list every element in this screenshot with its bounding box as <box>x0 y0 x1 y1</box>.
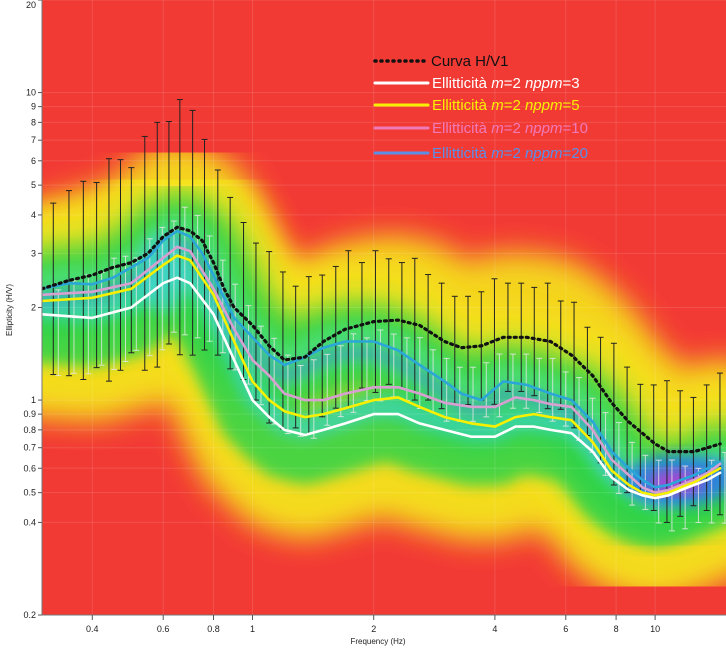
y-tick-label: 0.6 <box>23 463 36 473</box>
x-tick-label: 0.4 <box>86 624 99 634</box>
legend-label-n20: Ellitticità m=2 nppm=20 <box>432 145 588 162</box>
y-tick-label: 7 <box>31 135 36 145</box>
axes: 0.4 0.6 0.8 1 2 4 6 8 10 0.2 0.4 0.5 0.6 0.7 0.8 0.9 1 2… <box>5 0 726 646</box>
error-bars <box>50 99 726 532</box>
y-tick-label: 4 <box>31 210 36 220</box>
y-tick-label: 0.5 <box>23 488 36 498</box>
y-tick-label: 0.8 <box>23 425 36 435</box>
y-tick-label: 0.9 <box>23 409 36 419</box>
series-line-n3 <box>42 276 722 500</box>
series-line-n5 <box>42 254 722 497</box>
y-tick-label: 5 <box>31 180 36 190</box>
y-axis-title: Ellipticity (H/V) <box>5 284 14 336</box>
x-tick-label: 0.8 <box>207 624 220 634</box>
y-tick-label: 0.7 <box>23 443 36 453</box>
series-line-hv <box>42 225 722 454</box>
legend-label-hv: Curva H/V1 <box>431 53 509 70</box>
y-tick-label: 3 <box>31 248 36 258</box>
legend-label-n5: Ellitticità m=2 nppm=5 <box>432 97 580 114</box>
series-line-n10 <box>42 245 722 494</box>
x-tick-label: 0.6 <box>157 624 170 634</box>
y-tick-label: 8 <box>31 117 36 127</box>
y-tick-label: 6 <box>31 156 36 166</box>
x-tick-label: 4 <box>492 624 497 634</box>
grid <box>42 0 726 616</box>
x-tick-label: 1 <box>250 624 255 634</box>
x-tick-label: 6 <box>563 624 568 634</box>
legend: Curva H/V1 Ellitticità m=2 nppm=3 Ellittic… <box>373 53 588 162</box>
y-tick-label: 10 <box>26 88 36 98</box>
x-axis-title: Frequency (Hz) <box>350 637 405 646</box>
y-tick-label: 0.2 <box>23 610 36 620</box>
x-tick-label: 2 <box>371 624 376 634</box>
y-tick-label: 9 <box>31 102 36 112</box>
y-tick-label: 2 <box>31 303 36 313</box>
series-line-n20 <box>42 229 722 489</box>
y-tick-label: 1 <box>31 395 36 405</box>
x-tick-label: 10 <box>650 624 660 634</box>
legend-label-n10: Ellitticità m=2 nppm=10 <box>432 120 588 137</box>
legend-label-n3: Ellitticità m=2 nppm=3 <box>432 75 580 92</box>
y-ticks: 0.2 0.4 0.5 0.6 0.7 0.8 0.9 1 2 3 4 5 6 7 8 9 10 20 <box>23 0 42 620</box>
y-tick-label: 20 <box>26 0 36 10</box>
heatmap-band-green-lower <box>42 256 726 548</box>
y-tick-label: 0.4 <box>23 517 36 527</box>
x-tick-label: 8 <box>614 624 619 634</box>
series-lines <box>42 225 722 500</box>
x-ticks: 0.4 0.6 0.8 1 2 4 6 8 10 <box>86 615 660 634</box>
